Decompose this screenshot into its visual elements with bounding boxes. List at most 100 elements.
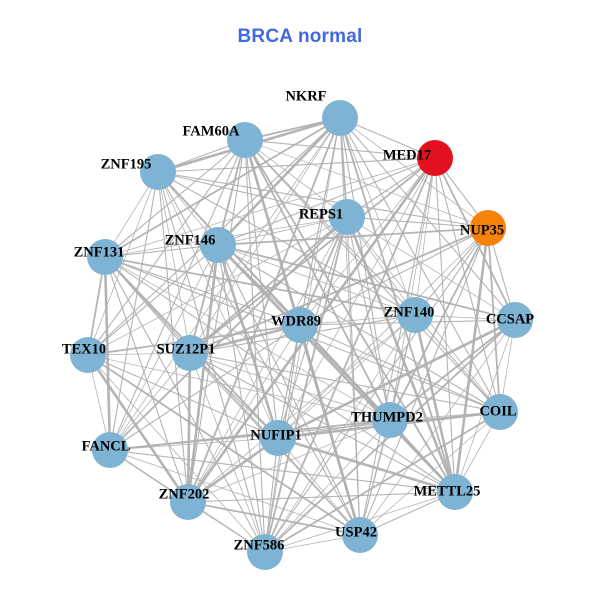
graph-node-znf195[interactable] xyxy=(140,154,176,190)
graph-edge xyxy=(104,256,189,503)
graph-node-med17[interactable] xyxy=(417,140,453,176)
graph-edge xyxy=(217,244,516,321)
graph-edge xyxy=(244,139,348,218)
graph-node-label-reps1: REPS1 xyxy=(299,206,343,222)
graph-edge xyxy=(109,449,456,493)
graph-node-ccsap[interactable] xyxy=(497,302,533,338)
graph-edge xyxy=(157,171,279,439)
graph-edge xyxy=(157,171,489,229)
graph-node-znf586[interactable] xyxy=(247,534,283,570)
graph-edge xyxy=(277,436,456,494)
graph-node-label-znf202: ZNF202 xyxy=(159,486,210,502)
graph-edge xyxy=(189,352,501,413)
graph-edge xyxy=(346,216,516,321)
graph-node-usp42[interactable] xyxy=(342,517,378,553)
graph-edge xyxy=(189,216,348,354)
graph-node-coil[interactable] xyxy=(482,394,518,430)
graph-node-label-med17: MED17 xyxy=(383,147,431,163)
graph-node-label-thumpd2: THUMPD2 xyxy=(351,409,423,425)
graph-edge xyxy=(414,227,489,316)
graph-edge xyxy=(109,216,348,451)
graph-edge xyxy=(346,216,489,229)
graph-node-label-nkrf: NKRF xyxy=(285,88,326,104)
graph-edge xyxy=(104,256,301,326)
graph-edge xyxy=(346,216,416,316)
graph-node-mettl25[interactable] xyxy=(437,474,473,510)
graph-edge xyxy=(87,244,219,356)
graph-edge xyxy=(157,171,348,218)
graph-node-label-znf195: ZNF195 xyxy=(101,156,152,172)
graph-node-thumpd2[interactable] xyxy=(372,402,408,438)
graph-edge xyxy=(86,354,190,503)
graph-node-nkrf[interactable] xyxy=(322,100,358,136)
graph-edge xyxy=(87,354,361,536)
graph-node-label-tex10: TEX10 xyxy=(62,341,106,357)
graph-node-znf146[interactable] xyxy=(200,227,236,263)
graph-node-tex10[interactable] xyxy=(70,337,106,373)
graph-edge xyxy=(244,139,416,316)
graph-edge xyxy=(87,354,391,421)
graph-edge xyxy=(189,117,341,354)
graph-node-znf131[interactable] xyxy=(87,239,123,275)
graph-edge xyxy=(359,319,516,536)
graph-edge xyxy=(157,157,436,173)
graph-edge xyxy=(217,157,436,246)
graph-edge xyxy=(104,256,456,493)
graph-edge xyxy=(414,157,436,316)
graph-node-nufip1[interactable] xyxy=(260,420,296,456)
graph-edge xyxy=(109,352,191,451)
graph-node-label-znf146: ZNF146 xyxy=(165,232,216,248)
graph-edge xyxy=(389,157,436,421)
graph-node-label-wdr89: WDR89 xyxy=(271,313,321,329)
graph-edge xyxy=(299,227,489,326)
graph-node-label-znf586: ZNF586 xyxy=(234,537,285,553)
graph-edge xyxy=(189,352,279,439)
graph-edge xyxy=(414,314,501,413)
graph-edge xyxy=(339,117,489,229)
graph-edge xyxy=(157,171,191,354)
graph-edge xyxy=(104,244,219,258)
graph-edge xyxy=(103,256,112,451)
graph-edge xyxy=(217,244,501,413)
graph-edge xyxy=(104,139,246,258)
graph-edge xyxy=(217,244,266,553)
graph-edge xyxy=(189,352,391,421)
graph-edge xyxy=(189,244,219,354)
graph-edge xyxy=(216,244,280,439)
graph-edge xyxy=(109,449,361,536)
graph-edge xyxy=(187,491,456,503)
graph-edge xyxy=(244,139,489,229)
graph-edge xyxy=(109,324,301,451)
label-layer: NKRF FAM60A ZNF195 MED17 REPS1 ZNF146 NUP35 ZNF… xyxy=(62,88,534,553)
graph-node-znf140[interactable] xyxy=(397,297,433,333)
graph-edge xyxy=(277,314,416,439)
graph-edge xyxy=(264,419,391,553)
graph-node-label-nup35: NUP35 xyxy=(460,222,504,238)
graph-node-fam60a[interactable] xyxy=(227,122,263,158)
graph-edge xyxy=(157,171,189,503)
graph-edge xyxy=(217,216,348,246)
graph-edge xyxy=(299,324,501,413)
graph-edge xyxy=(277,419,391,439)
graph-edge xyxy=(189,157,436,354)
graph-edge xyxy=(187,436,279,504)
graph-edge xyxy=(277,324,301,439)
graph-edge xyxy=(264,411,501,553)
graph-edge xyxy=(277,318,516,440)
graph-node-nup35[interactable] xyxy=(470,210,506,246)
graph-edge xyxy=(346,216,361,536)
graph-edge xyxy=(104,256,361,536)
graph-node-wdr89[interactable] xyxy=(282,307,318,343)
graph-node-suz12p1[interactable] xyxy=(172,335,208,371)
graph-edge xyxy=(434,157,456,493)
graph-edge xyxy=(389,319,516,421)
graph-node-fancl[interactable] xyxy=(92,432,128,468)
graph-edge xyxy=(189,352,266,553)
graph-node-label-mettl25: METTL25 xyxy=(414,483,481,499)
graph-node-reps1[interactable] xyxy=(329,199,365,235)
graph-edge xyxy=(187,216,348,503)
graph-edge xyxy=(109,419,391,451)
graph-node-znf202[interactable] xyxy=(170,484,206,520)
graph-edge xyxy=(277,227,489,439)
